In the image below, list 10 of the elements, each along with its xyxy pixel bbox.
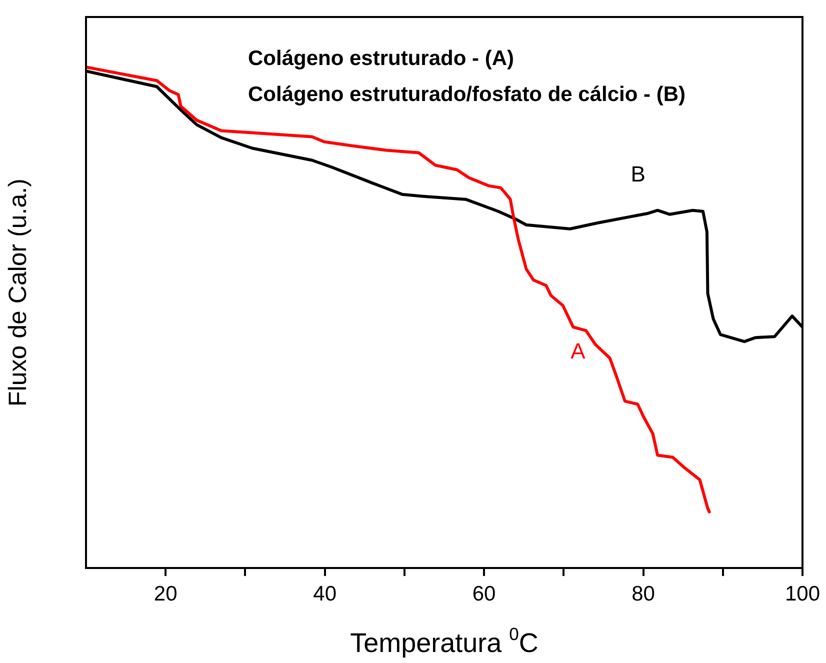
- y-axis-title: Fluxo de Calor (u.a.): [4, 178, 32, 406]
- series-label: B: [630, 161, 646, 186]
- series-label: A: [570, 338, 586, 364]
- x-tick-label: 40: [313, 582, 337, 606]
- x-tick-label: 60: [472, 582, 496, 606]
- annotation: Colágeno estruturado/fosfato de cálcio - (B): [248, 83, 686, 106]
- x-tick-label: 80: [632, 582, 655, 606]
- x-tick-label: 20: [154, 582, 178, 606]
- x-tick-label: 100: [784, 582, 820, 606]
- annotation: Colágeno estruturado - (A): [248, 47, 514, 70]
